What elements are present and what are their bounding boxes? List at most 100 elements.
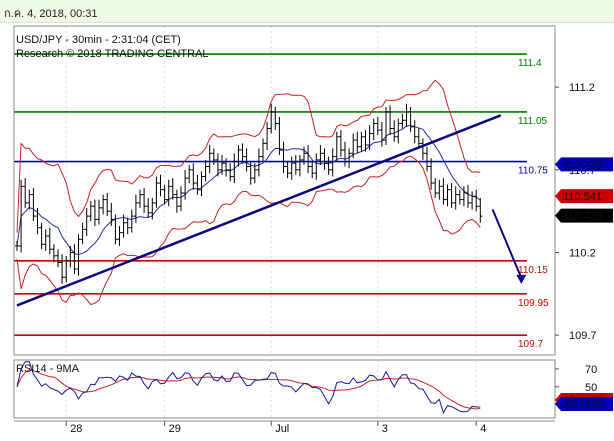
main-plot-frame xyxy=(13,25,556,356)
price-bar xyxy=(277,116,282,155)
price-bar xyxy=(31,188,36,222)
y-tick-label: 111.2 xyxy=(569,82,595,94)
price-bar xyxy=(179,186,183,212)
price-bar xyxy=(240,143,245,164)
level-label: 111.05 xyxy=(518,116,548,127)
price-bar xyxy=(248,161,253,185)
price-bar xyxy=(113,214,118,245)
lower-band xyxy=(16,155,481,306)
price-bar xyxy=(88,201,93,222)
price-tag: 110.541 xyxy=(555,189,613,204)
price-bar xyxy=(109,202,114,227)
price-bar xyxy=(281,141,286,174)
price-bar xyxy=(166,179,171,207)
price-bar xyxy=(306,145,311,174)
price-bar xyxy=(408,107,413,132)
price-bar xyxy=(146,197,151,218)
price-bar xyxy=(183,169,188,200)
price-bar xyxy=(384,107,388,146)
price-bar xyxy=(39,222,44,250)
price-bar xyxy=(232,153,237,184)
price-bar xyxy=(351,133,356,159)
chart-title: USD/JPY - 30min - 2:31:04 (CET) xyxy=(16,34,181,46)
price-bar xyxy=(72,244,77,274)
level-label: 109.7 xyxy=(518,339,543,350)
price-bar xyxy=(396,118,401,144)
price-bar xyxy=(318,145,323,165)
price-bar xyxy=(273,107,278,131)
level-label: 110.15 xyxy=(518,265,548,276)
price-bar xyxy=(429,158,434,190)
price-bar xyxy=(359,131,364,152)
price-bar xyxy=(92,199,97,227)
price-bar xyxy=(105,192,110,217)
price-bar xyxy=(228,163,233,182)
price-bar xyxy=(441,178,446,205)
x-tick-label: 28 xyxy=(70,423,82,435)
price-bar xyxy=(285,161,290,179)
rsi-tick-label: 70 xyxy=(585,364,597,376)
price-bar xyxy=(461,186,466,207)
price-bar xyxy=(445,184,450,207)
price-bar xyxy=(256,148,261,177)
price-bar xyxy=(404,103,409,127)
price-bar xyxy=(437,179,442,200)
rsi-plot-frame xyxy=(13,359,556,419)
price-bar xyxy=(19,179,24,253)
price-bar xyxy=(322,148,327,170)
y-tick-label: 109.7 xyxy=(569,330,597,342)
rsi-tag-text: 30.7332 xyxy=(563,399,603,411)
price-bar xyxy=(330,148,335,177)
price-tag-text: 110.423 xyxy=(563,211,602,223)
rsi-tick-label: 50 xyxy=(585,382,597,394)
price-bar xyxy=(23,178,28,208)
price-bar xyxy=(64,255,69,283)
price-bar xyxy=(314,153,319,180)
level-label: 110.75 xyxy=(518,166,548,177)
price-bar xyxy=(27,189,32,210)
price-bar xyxy=(162,184,167,205)
support-trendline xyxy=(16,114,502,307)
price-bar xyxy=(215,153,220,177)
price-tag-box xyxy=(555,157,613,172)
price-bar xyxy=(379,121,384,147)
x-tick-label: 4 xyxy=(480,423,486,435)
price-bar xyxy=(220,154,224,175)
price-bar xyxy=(121,214,126,238)
price-tag: 110.423 xyxy=(555,208,613,223)
price-tag-box xyxy=(555,189,613,204)
price-bar xyxy=(449,183,454,208)
price-bar xyxy=(347,148,352,169)
price-bar xyxy=(244,148,249,172)
price-bar xyxy=(416,128,421,149)
price-bar xyxy=(457,189,462,205)
price-bar xyxy=(371,118,376,141)
price-bar xyxy=(125,217,130,235)
price-bar xyxy=(400,113,405,129)
price-bar xyxy=(224,158,229,177)
price-bar xyxy=(297,154,302,177)
forecast-arrow-shaft xyxy=(491,209,523,279)
price-bar xyxy=(138,189,142,208)
indicator-label: RSI14 - 9MA xyxy=(16,363,80,375)
price-bar xyxy=(334,131,339,162)
price-bar xyxy=(252,163,257,184)
price-bar xyxy=(60,254,65,284)
price-bar xyxy=(142,188,147,213)
price-bar xyxy=(470,191,475,210)
rsi-ma-line xyxy=(16,369,481,410)
price-bar xyxy=(170,178,175,200)
price-bar xyxy=(51,244,56,263)
price-bar xyxy=(338,130,343,157)
price-bar xyxy=(236,145,241,167)
price-bar xyxy=(47,227,52,255)
price-bar xyxy=(293,154,298,175)
price-bar xyxy=(466,184,470,208)
price-bar xyxy=(158,174,163,197)
price-bar xyxy=(326,156,331,175)
price-bar xyxy=(195,174,200,195)
price-bar xyxy=(101,194,106,215)
price-tag-text: 110.733 xyxy=(563,159,602,171)
price-bar xyxy=(133,194,138,223)
